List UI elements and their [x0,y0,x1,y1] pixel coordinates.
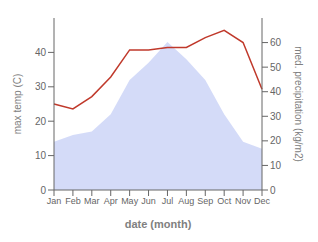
svg-text:Jun: Jun [141,196,156,206]
svg-text:20: 20 [35,116,47,127]
svg-text:Oct: Oct [217,196,232,206]
svg-text:med. precipitation (kg/m2): med. precipitation (kg/m2) [293,46,304,162]
svg-text:Jan: Jan [47,196,62,206]
svg-text:50: 50 [270,62,282,73]
svg-text:Dec: Dec [254,196,271,206]
svg-text:Apr: Apr [104,196,118,206]
svg-text:0: 0 [40,185,46,196]
svg-text:Sep: Sep [197,196,213,206]
svg-text:60: 60 [270,37,282,48]
svg-text:30: 30 [35,81,47,92]
svg-text:max temp (C): max temp (C) [12,74,23,135]
svg-text:Jul: Jul [162,196,174,206]
svg-text:40: 40 [270,86,282,97]
svg-text:10: 10 [270,160,282,171]
svg-text:40: 40 [35,47,47,58]
svg-text:30: 30 [270,111,282,122]
svg-text:Aug: Aug [178,196,194,206]
svg-text:Mar: Mar [84,196,100,206]
svg-text:20: 20 [270,135,282,146]
svg-text:date (month): date (month) [125,218,192,230]
svg-text:0: 0 [270,185,276,196]
svg-text:Feb: Feb [65,196,81,206]
svg-text:Nov: Nov [235,196,252,206]
svg-text:May: May [121,196,139,206]
svg-text:10: 10 [35,150,47,161]
